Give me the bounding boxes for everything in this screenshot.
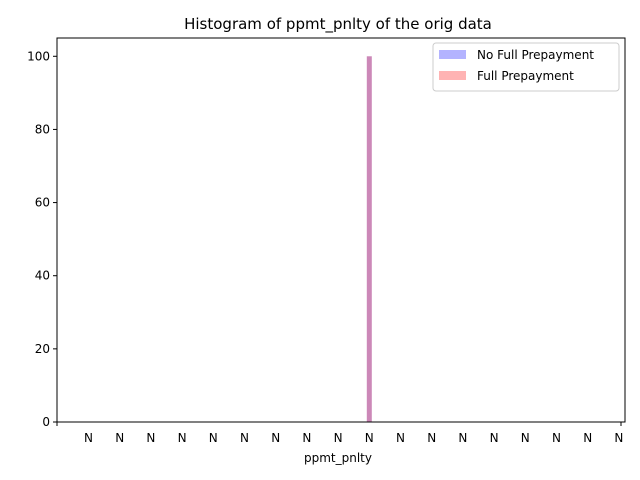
- x-tick-label: N: [302, 431, 311, 445]
- x-tick-label: N: [458, 431, 467, 445]
- x-tick-label: N: [178, 431, 187, 445]
- bar-0: [366, 56, 372, 423]
- legend-frame: [432, 42, 620, 92]
- plot-frame: [56, 37, 626, 423]
- x-tick-label: N: [240, 431, 249, 445]
- legend: No Full Prepayment Full Prepayment: [432, 42, 620, 92]
- plot-marks: [366, 56, 372, 423]
- y-tick-label: 20: [35, 342, 50, 356]
- legend-swatch-1: [439, 71, 466, 80]
- x-tick-label: N: [365, 431, 374, 445]
- y-tick-label: 80: [35, 122, 50, 136]
- y-tick-label: 60: [35, 196, 50, 210]
- x-tick-label: N: [271, 431, 280, 445]
- x-tick-label: N: [396, 431, 405, 445]
- x-tick-label: N: [115, 431, 124, 445]
- x-tick-label: N: [521, 431, 530, 445]
- y-axis: 0 20 40 60 80 100: [27, 49, 57, 429]
- x-tick-label: N: [490, 431, 499, 445]
- legend-label-0: No Full Prepayment: [477, 48, 594, 62]
- x-tick-label: N: [583, 431, 592, 445]
- chart-title: Histogram of ppmt_pnlty of the orig data: [184, 15, 492, 34]
- x-tick-label: N: [334, 431, 343, 445]
- x-tick-label: N: [209, 431, 218, 445]
- x-tick-label: N: [84, 431, 93, 445]
- x-tick-label: N: [427, 431, 436, 445]
- legend-label-1: Full Prepayment: [477, 69, 574, 83]
- x-tick-label: N: [146, 431, 155, 445]
- x-tick-label: N: [614, 431, 623, 445]
- x-tick-label: N: [552, 431, 561, 445]
- y-tick-label: 100: [27, 49, 50, 63]
- y-tick-label: 40: [35, 269, 50, 283]
- y-tick-label: 0: [42, 415, 50, 429]
- x-axis-label: ppmt_pnlty: [304, 451, 372, 465]
- legend-swatch-0: [439, 50, 466, 59]
